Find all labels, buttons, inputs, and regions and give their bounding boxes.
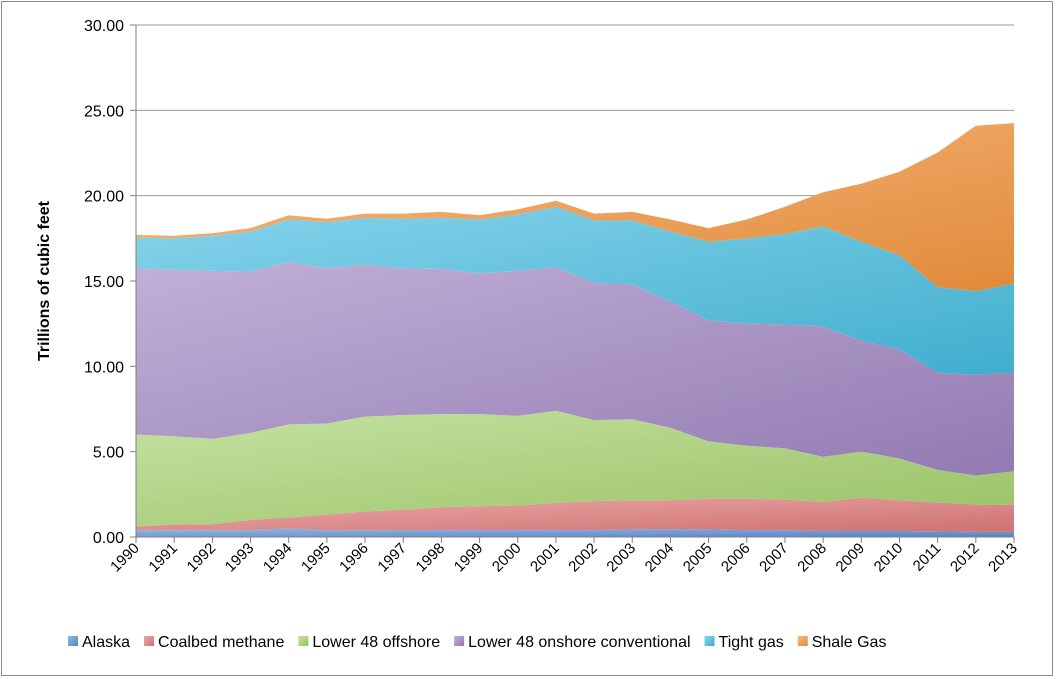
x-tick-label: 2000 (489, 540, 525, 576)
y-tick-label: 10.00 (84, 359, 124, 376)
legend-swatch (454, 636, 465, 646)
x-tick-label: 2005 (680, 540, 716, 576)
x-tick-label: 1993 (222, 540, 258, 576)
x-tick-label: 2011 (910, 540, 945, 575)
legend-label: Lower 48 offshore (312, 634, 440, 651)
legend-swatch (298, 636, 309, 646)
legend-swatch (144, 636, 155, 646)
x-tick-label: 2009 (833, 540, 869, 576)
legend-swatch (68, 636, 78, 646)
legend: Alaska Coalbed methane Lower 48 offshore Lo… (68, 634, 886, 651)
area-shale-gas (136, 123, 1014, 292)
area-alaska (136, 528, 1014, 537)
area-coalbed-methane (136, 497, 1014, 532)
legend-label: Coalbed methane (158, 634, 284, 651)
area-lower-48-offshore (136, 410, 1014, 527)
x-tick-label: 2007 (756, 540, 792, 576)
x-tick-label: 2008 (794, 540, 830, 576)
legend-label: Lower 48 onshore conventional (468, 634, 690, 651)
x-tick-label: 1997 (374, 540, 410, 576)
y-tick-label: 20.00 (84, 189, 124, 206)
y-axis-label: Trillions of cubic feet (36, 200, 53, 361)
x-tick-label: 2001 (527, 540, 563, 576)
legend-label: Shale Gas (812, 634, 887, 651)
y-tick-label: 15.00 (84, 274, 124, 291)
legend-item-coalbed-methane: Coalbed methane (144, 634, 284, 651)
x-tick-label: 1999 (451, 540, 487, 576)
legend-item-lower-48-onshore-conventional: Lower 48 onshore conventional (454, 634, 691, 651)
legend-item-tight-gas: Tight gas (704, 634, 784, 651)
legend-label: Tight gas (719, 634, 784, 651)
legend-item-lower-48-offshore: Lower 48 offshore (298, 634, 440, 651)
area-lower-48-onshore-conventional (136, 262, 1014, 476)
area-series (136, 123, 1014, 537)
legend-item-alaska: Alaska (68, 634, 130, 651)
x-tick-label: 1995 (298, 540, 334, 576)
x-tick-label: 2013 (985, 540, 1021, 576)
x-tick-label: 1991 (145, 540, 181, 576)
axes (130, 24, 1015, 543)
x-tick-label: 1994 (260, 540, 296, 576)
x-tick-label: 1992 (184, 540, 220, 576)
y-tick-labels: 0.00 5.00 10.00 15.00 20.00 25.00 30.00 (84, 18, 124, 547)
x-tick-label: 2012 (947, 540, 983, 576)
y-tick-label: 30.00 (84, 18, 124, 35)
x-tick-label: 2004 (642, 540, 678, 576)
y-tick-label: 5.00 (93, 445, 124, 462)
legend-swatch (797, 636, 808, 646)
x-tick-label: 2003 (603, 540, 639, 576)
y-tick-label: 0.00 (93, 530, 124, 547)
y-tick-label: 25.00 (84, 103, 124, 120)
x-tick-labels: 1990 1991 1992 1993 1994 1995 1996 1997 1998 1999… (107, 540, 1021, 576)
x-tick-label: 1998 (413, 540, 449, 576)
legend-item-shale-gas: Shale Gas (797, 634, 887, 651)
x-tick-label: 1996 (336, 540, 372, 576)
area-tight-gas (136, 206, 1014, 375)
x-tick-label: 2010 (871, 540, 907, 576)
legend-swatch (704, 636, 715, 646)
legend-label: Alaska (82, 634, 130, 651)
x-tick-label: 2006 (718, 540, 754, 576)
x-tick-label: 2002 (565, 540, 601, 576)
